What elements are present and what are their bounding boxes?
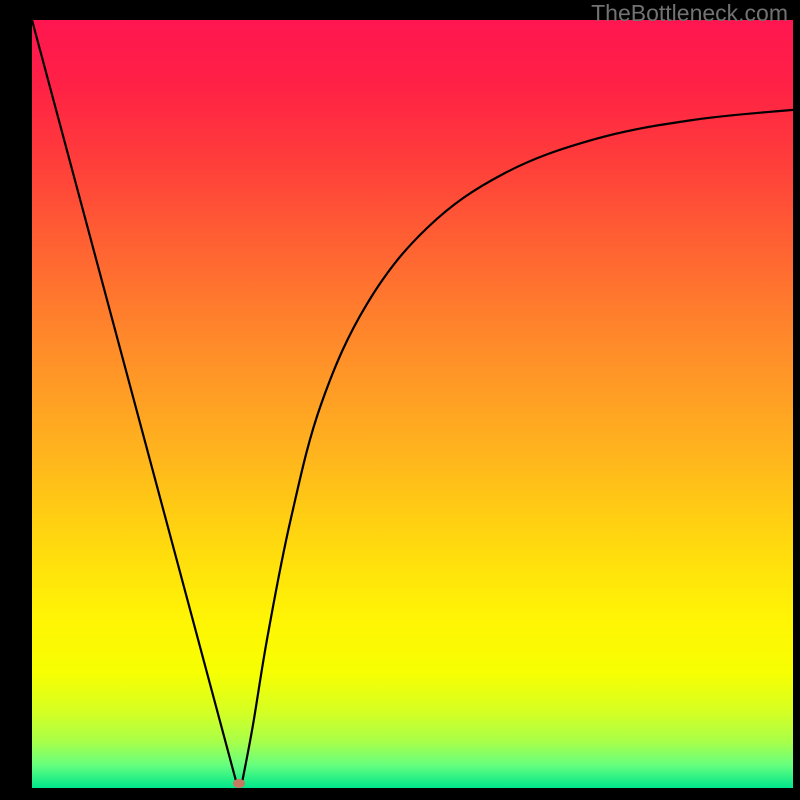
optimum-marker — [233, 779, 245, 788]
plot-svg — [32, 20, 793, 788]
watermark-text: TheBottleneck.com — [591, 0, 788, 27]
plot-area — [32, 20, 793, 788]
gradient-background — [32, 20, 793, 788]
chart-container: { "canvas": { "width": 800, "height": 80… — [0, 0, 800, 800]
